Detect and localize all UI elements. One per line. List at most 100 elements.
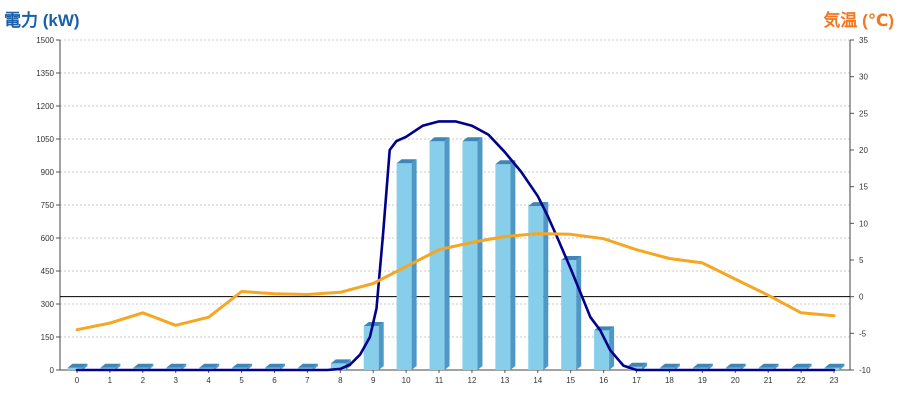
bar-top-23 xyxy=(824,363,845,368)
left-tick-label-1500: 1500 xyxy=(36,36,54,45)
left-tick-label-600: 600 xyxy=(41,234,55,243)
bar-side-11 xyxy=(444,137,450,370)
right-tick-label-30: 30 xyxy=(859,73,868,82)
line-series xyxy=(75,120,836,372)
right-tick-label-0: 0 xyxy=(859,293,864,302)
axes xyxy=(56,39,854,373)
bar-side-21 xyxy=(773,363,779,370)
bar-side-19 xyxy=(707,363,713,370)
bar-side-2 xyxy=(148,363,154,370)
left-tick-label-450: 450 xyxy=(41,267,55,276)
bar-side-22 xyxy=(806,363,812,370)
x-tick-label-14: 14 xyxy=(533,376,542,385)
line-series-left xyxy=(75,120,836,372)
bar-top-5 xyxy=(232,363,253,368)
x-tick-label-8: 8 xyxy=(338,376,343,385)
bar-side-1 xyxy=(115,363,121,370)
left-axis-title: 電力 (kW) xyxy=(4,11,80,30)
bar-top-2 xyxy=(133,363,154,368)
bar-12 xyxy=(462,137,483,370)
bar-top-19 xyxy=(692,363,713,368)
bar-front-11 xyxy=(429,141,445,370)
left-tick-label-1350: 1350 xyxy=(36,69,54,78)
x-tick-label-18: 18 xyxy=(665,376,674,385)
bar-front-16 xyxy=(594,330,610,370)
x-tick-label-11: 11 xyxy=(435,376,444,385)
x-tick-label-23: 23 xyxy=(830,376,839,385)
bar-top-8 xyxy=(330,359,351,364)
bar-side-20 xyxy=(740,363,746,370)
bar-top-20 xyxy=(725,363,746,368)
bar-front-14 xyxy=(528,206,544,370)
bar-side-18 xyxy=(674,363,680,370)
x-tick-label-7: 7 xyxy=(305,376,310,385)
right-tick-label-20: 20 xyxy=(859,146,868,155)
x-tick-label-6: 6 xyxy=(272,376,277,385)
bar-side-6 xyxy=(279,363,285,370)
left-tick-label-1050: 1050 xyxy=(36,135,54,144)
bar-side-14 xyxy=(543,202,549,370)
x-tick-label-21: 21 xyxy=(764,376,773,385)
bar-side-9 xyxy=(378,322,384,370)
bar-top-11 xyxy=(429,137,450,142)
bar-front-12 xyxy=(462,141,478,370)
x-tick-label-20: 20 xyxy=(731,376,740,385)
bar-10 xyxy=(396,159,417,370)
x-tick-label-12: 12 xyxy=(468,376,477,385)
x-tick-label-4: 4 xyxy=(206,376,211,385)
bar-top-18 xyxy=(659,363,680,368)
left-tick-label-750: 750 xyxy=(41,201,55,210)
x-tick-label-16: 16 xyxy=(599,376,608,385)
bar-9 xyxy=(363,322,384,370)
bar-side-3 xyxy=(181,363,187,370)
left-tick-label-900: 900 xyxy=(41,168,55,177)
bar-side-13 xyxy=(510,160,516,370)
left-tick-label-150: 150 xyxy=(41,333,55,342)
bar-11 xyxy=(429,137,450,370)
bar-side-10 xyxy=(411,159,417,370)
bar-14 xyxy=(528,202,549,370)
left-tick-label-0: 0 xyxy=(50,366,55,375)
left-tick-label-300: 300 xyxy=(41,300,55,309)
bar-side-23 xyxy=(839,363,845,370)
x-tick-label-2: 2 xyxy=(141,376,146,385)
right-tick-label-35: 35 xyxy=(859,36,868,45)
x-tick-label-22: 22 xyxy=(797,376,806,385)
x-tick-label-3: 3 xyxy=(174,376,179,385)
right-tick-label-10: 10 xyxy=(859,219,868,228)
bar-top-6 xyxy=(264,363,285,368)
bar-top-10 xyxy=(396,159,417,164)
bar-0 xyxy=(67,363,88,370)
x-tick-label-13: 13 xyxy=(500,376,509,385)
x-tick-label-0: 0 xyxy=(75,376,80,385)
tick-labels: 01503004506007509001050120013501500-10-5… xyxy=(36,36,871,385)
right-tick-label-15: 15 xyxy=(859,183,868,192)
x-tick-label-5: 5 xyxy=(239,376,244,385)
bar-top-3 xyxy=(166,363,187,368)
right-tick-label--5: -5 xyxy=(859,329,867,338)
bar-side-15 xyxy=(576,256,582,370)
bar-top-21 xyxy=(758,363,779,368)
right-tick-label-25: 25 xyxy=(859,109,868,118)
right-tick-label--10: -10 xyxy=(859,366,871,375)
bar-side-5 xyxy=(247,363,253,370)
bar-top-22 xyxy=(791,363,812,368)
x-tick-label-1: 1 xyxy=(108,376,113,385)
bar-top-0 xyxy=(67,363,88,368)
bar-top-4 xyxy=(199,363,220,368)
bar-side-12 xyxy=(477,137,483,370)
bar-16 xyxy=(594,326,615,370)
bar-side-4 xyxy=(214,363,220,370)
x-tick-label-15: 15 xyxy=(566,376,575,385)
right-tick-label-5: 5 xyxy=(859,256,864,265)
right-axis-title: 気温 (℃) xyxy=(823,11,894,30)
bar-top-12 xyxy=(462,137,483,142)
bar-side-0 xyxy=(82,363,88,370)
bar-front-9 xyxy=(363,326,379,370)
x-tick-label-17: 17 xyxy=(632,376,641,385)
bar-side-7 xyxy=(312,363,318,370)
bar-side-17 xyxy=(642,362,648,370)
x-tick-label-9: 9 xyxy=(371,376,376,385)
bar-front-15 xyxy=(561,260,577,370)
